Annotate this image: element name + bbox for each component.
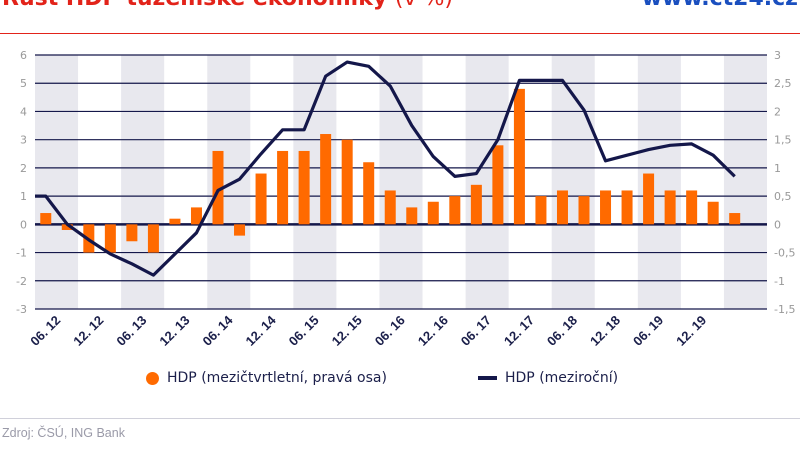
chart-title: Růst HDP tuzemské ekonomiky (v %) — [2, 0, 453, 11]
right-tick-label: -0,5 — [774, 247, 795, 260]
right-tick-label: 2 — [774, 105, 781, 118]
bar — [190, 207, 202, 225]
series-line — [35, 60, 736, 277]
left-tick-label: 3 — [20, 134, 27, 147]
right-tick-label: 0 — [774, 218, 781, 231]
bar — [341, 139, 353, 225]
left-tick-label: 6 — [20, 49, 27, 62]
left-tick-label: -3 — [16, 303, 27, 316]
x-tick-label: 12. 17 — [501, 313, 537, 349]
legend-line-label: HDP (meziroční) — [505, 370, 619, 386]
bar — [621, 190, 633, 225]
x-tick-label: 12. 12 — [70, 313, 106, 349]
background-band — [35, 55, 79, 309]
bar — [320, 134, 332, 225]
x-tick-label: 12. 14 — [243, 312, 280, 349]
bar — [104, 224, 116, 253]
bar — [556, 190, 568, 225]
x-tick-label: 06. 19 — [630, 313, 666, 349]
bar — [707, 201, 719, 225]
left-tick-label: 1 — [20, 190, 27, 203]
x-tick-label: 12. 15 — [329, 313, 365, 349]
bar — [147, 224, 159, 253]
bar — [126, 224, 138, 242]
background-band — [121, 55, 165, 309]
right-tick-label: -1,5 — [774, 303, 795, 316]
x-tick-label: 06. 16 — [372, 313, 408, 349]
bar — [169, 218, 181, 225]
legend-bar-label: HDP (mezičtvrtletní, pravá osa) — [167, 370, 387, 386]
bar — [578, 196, 590, 225]
title-text: Růst HDP tuzemské ekonomiky — [2, 0, 387, 11]
header-divider — [0, 33, 800, 34]
left-tick-label: -2 — [16, 275, 27, 288]
left-tick-label: 0 — [20, 218, 27, 231]
bar — [363, 162, 375, 225]
bar — [535, 196, 547, 225]
bar — [427, 201, 439, 225]
bar — [470, 184, 482, 225]
right-tick-label: 3 — [774, 49, 781, 62]
legend-item-line: HDP (meziroční) — [478, 370, 618, 386]
bar — [61, 224, 73, 230]
background-band — [723, 55, 767, 309]
right-tick-label: 1 — [774, 162, 781, 175]
bar — [686, 190, 698, 225]
footer-divider — [0, 418, 800, 419]
legend-bar-swatch — [146, 371, 159, 385]
bar — [40, 213, 52, 225]
bar — [449, 196, 461, 225]
x-tick-label: 12. 19 — [673, 313, 709, 349]
bar — [643, 173, 655, 225]
x-tick-label: 06. 18 — [544, 313, 580, 349]
x-tick-label: 12. 18 — [587, 313, 623, 349]
bar — [212, 150, 224, 225]
x-tick-label: 06. 17 — [458, 313, 494, 349]
left-tick-label: 4 — [20, 105, 27, 118]
x-tick-label: 06. 12 — [27, 313, 63, 349]
bar — [729, 213, 741, 225]
legend-item-bars: HDP (mezičtvrtletní, pravá osa) — [146, 370, 387, 386]
bar — [600, 190, 612, 225]
bar — [277, 150, 289, 225]
left-tick-label: -1 — [16, 247, 27, 260]
title-unit: (v %) — [395, 0, 453, 11]
right-tick-label: 0,5 — [774, 190, 792, 203]
brand-link[interactable]: www.ct24.cz — [642, 0, 798, 11]
bar — [513, 88, 525, 225]
x-tick-label: 12. 13 — [156, 313, 192, 349]
x-tick-label: 12. 16 — [415, 313, 451, 349]
bar — [255, 173, 267, 225]
source-note: Zdroj: ČSÚ, ING Bank — [2, 426, 125, 440]
bar — [664, 190, 676, 225]
bar — [406, 207, 418, 225]
x-tick-label: 06. 15 — [286, 313, 322, 349]
left-tick-label: 2 — [20, 162, 27, 175]
right-tick-label: 2,5 — [774, 77, 792, 90]
right-tick-label: 1,5 — [774, 134, 792, 147]
x-tick-label: 06. 14 — [199, 312, 236, 349]
x-tick-label: 06. 13 — [113, 313, 149, 349]
right-tick-label: -1 — [774, 275, 785, 288]
gdp-chart: 6 3 5 2,5 4 2 3 1,5 2 1 1 0,5 0 0 -1 -0,5 -2 -1 -3 -1,5 06. … — [16, 49, 795, 349]
bar — [234, 224, 246, 236]
left-tick-label: 5 — [20, 77, 27, 90]
bar — [298, 150, 310, 225]
legend-line-swatch — [478, 376, 497, 380]
bar — [492, 145, 504, 225]
background-band — [379, 55, 423, 309]
bar — [384, 190, 396, 225]
